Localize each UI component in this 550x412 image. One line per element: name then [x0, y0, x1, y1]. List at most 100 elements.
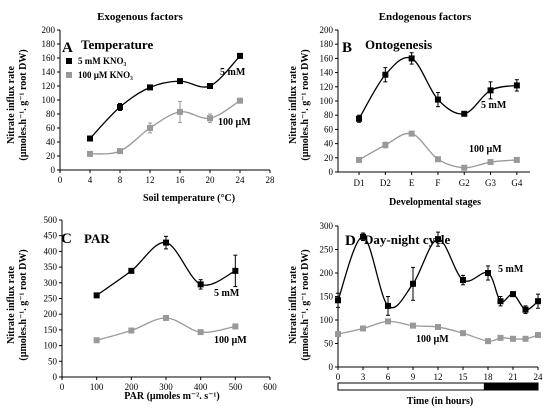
- y-axis-label-a-line2: (µmoles.h⁻¹. g⁻¹ root DW): [18, 49, 29, 160]
- series-label-a-100um: 100 µM: [218, 117, 251, 128]
- y-tick-label-c: 500: [44, 215, 58, 225]
- data-point-a-5mm: [177, 78, 183, 85]
- x-axis-label-c: PAR (µmoles m⁻². s⁻¹): [124, 391, 219, 402]
- panel-par: C PAR PAR (µmoles m⁻². s⁻¹) Nitrate infl…: [6, 215, 277, 402]
- y-tick-label-d: 300: [320, 221, 334, 231]
- data-point-c-5mm: [197, 281, 204, 288]
- data-point-a-100um: [237, 97, 243, 104]
- x-tick-label-d: 18: [484, 372, 494, 382]
- x-tick-label-b: F: [435, 178, 440, 188]
- data-point-d-100um: [510, 335, 516, 342]
- data-point-d-100um: [485, 338, 491, 345]
- y-axis-label-c-line1: Nitrate influx rate: [6, 266, 17, 344]
- y-tick-label-d: 150: [320, 292, 334, 302]
- data-point-c-5mm: [232, 267, 239, 274]
- y-tick-label-b: 80: [324, 110, 334, 120]
- data-point-c-100um: [93, 337, 100, 344]
- y-tick-label-b: 120: [320, 82, 334, 92]
- x-tick-label-a: 24: [236, 175, 246, 185]
- series-label-c-100um: 100 µM: [214, 335, 247, 346]
- data-point-a-5mm: [147, 84, 153, 91]
- data-point-d-100um: [497, 334, 504, 341]
- x-tick-label-a: 28: [266, 175, 276, 185]
- data-point-d-5mm: [460, 277, 466, 284]
- x-tick-label-c: 100: [90, 382, 104, 392]
- x-tick-label-d: 21: [509, 372, 518, 382]
- data-point-c-5mm: [93, 292, 100, 299]
- x-tick-label-d: 9: [411, 372, 416, 382]
- data-point-c-5mm: [163, 239, 169, 246]
- y-tick-label-a: 200: [42, 25, 56, 35]
- header-left: Exogenous factors: [97, 11, 184, 23]
- data-point-d-5mm: [497, 298, 504, 305]
- data-point-a-5mm: [117, 104, 123, 110]
- data-point-b-5mm: [356, 115, 363, 122]
- x-tick-label-b: E: [409, 178, 415, 188]
- y-tick-label-b: 60: [324, 124, 334, 134]
- y-axis-label-d-line1: Nitrate influx rate: [288, 266, 299, 344]
- series-label-d-100um: 100 µM: [416, 334, 449, 345]
- data-point-b-100um: [356, 156, 363, 163]
- y-tick-label-c: 50: [48, 356, 58, 366]
- y-tick-label-b: 100: [320, 96, 334, 106]
- y-tick-label-a: 140: [42, 67, 56, 77]
- data-point-d-5mm: [435, 236, 441, 243]
- y-tick-label-a: 160: [42, 53, 56, 63]
- x-axis-label-a: Soil temperature (°C): [143, 193, 235, 204]
- x-tick-label-b: D1: [354, 178, 365, 188]
- panel-title-c: PAR: [84, 231, 110, 246]
- data-point-d-100um: [535, 332, 541, 339]
- y-tick-label-b: 0: [329, 167, 334, 177]
- x-tick-label-c: 300: [159, 382, 173, 392]
- x-tick-label-b: G3: [485, 178, 496, 188]
- x-tick-label-c: 500: [229, 382, 243, 392]
- y-tick-label-c: 150: [44, 325, 58, 335]
- x-tick-label-a: 0: [58, 175, 63, 185]
- y-tick-label-b: 140: [320, 68, 334, 78]
- x-tick-label-a: 4: [88, 175, 93, 185]
- data-point-b-100um: [513, 156, 520, 163]
- x-tick-label-a: 20: [206, 175, 216, 185]
- panel-title-d: Day-night cycle: [364, 232, 451, 247]
- panel-temperature: A Temperature Soil temperature (°C) Nitr…: [6, 25, 275, 204]
- data-point-d-5mm: [510, 291, 516, 298]
- y-tick-label-a: 120: [42, 81, 56, 91]
- y-tick-label-b: 160: [320, 53, 334, 63]
- data-point-c-100um: [197, 329, 204, 336]
- y-tick-label-c: 0: [53, 372, 58, 382]
- data-point-c-100um: [128, 327, 135, 334]
- data-point-d-100um: [522, 335, 529, 342]
- x-tick-label-c: 0: [60, 382, 65, 392]
- panel-letter-b: B: [342, 40, 352, 56]
- night-period-bar: [483, 383, 538, 390]
- y-tick-label-a: 80: [46, 109, 56, 119]
- data-point-d-100um: [385, 318, 391, 325]
- data-point-d-100um: [435, 324, 441, 331]
- data-point-b-5mm: [408, 55, 415, 62]
- y-tick-label-c: 400: [44, 246, 58, 256]
- x-tick-label-a: 8: [118, 175, 123, 185]
- y-tick-label-d: 50: [324, 339, 334, 349]
- y-tick-label-a: 40: [46, 137, 56, 147]
- x-tick-label-b: G2: [459, 178, 470, 188]
- y-tick-label-a: 20: [46, 151, 56, 161]
- data-point-b-5mm: [513, 82, 520, 89]
- data-point-d-5mm: [335, 297, 341, 304]
- data-point-b-100um: [487, 159, 494, 166]
- data-point-d-100um: [335, 331, 341, 338]
- x-tick-label-b: G4: [511, 178, 522, 188]
- data-point-b-5mm: [487, 87, 494, 94]
- data-point-c-5mm: [128, 267, 135, 274]
- y-tick-label-b: 200: [320, 25, 334, 35]
- data-point-d-5mm: [410, 280, 416, 287]
- y-axis-label-b-line1: Nitrate influx rate: [288, 66, 299, 144]
- y-tick-label-c: 100: [44, 341, 58, 351]
- data-point-a-100um: [117, 148, 123, 155]
- y-tick-label-d: 250: [320, 245, 334, 255]
- y-tick-label-b: 180: [320, 39, 334, 49]
- data-point-a-100um: [207, 115, 213, 122]
- data-point-d-5mm: [535, 298, 541, 305]
- panel-title-a: Temperature: [81, 37, 153, 52]
- series-label-d-5mm: 5 mM: [498, 264, 524, 275]
